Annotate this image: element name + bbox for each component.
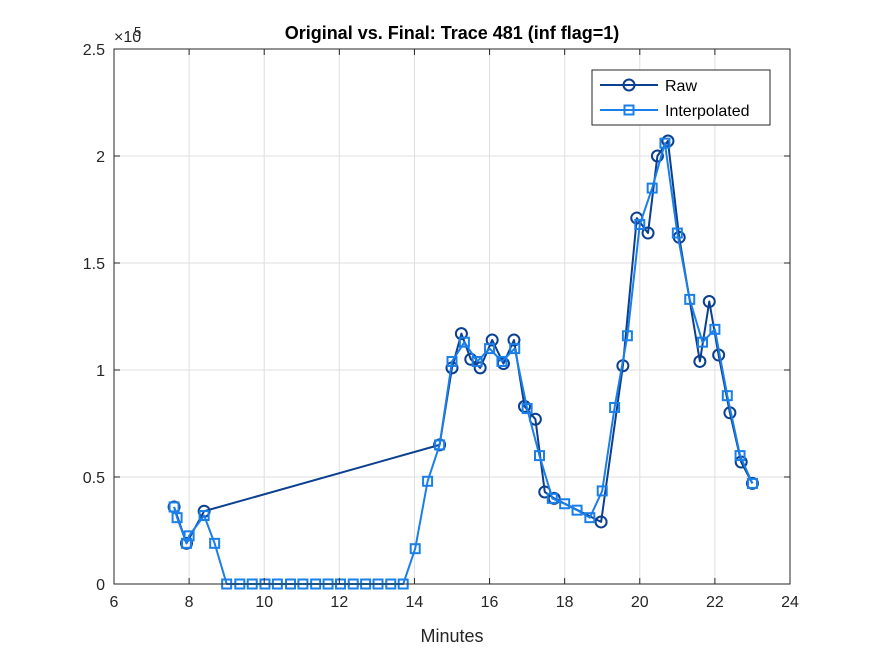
x-tick-label: 8 — [185, 594, 194, 611]
y-tick-label: 0.5 — [83, 470, 105, 487]
data-point-raw — [641, 226, 655, 240]
chart-title: Original vs. Final: Trace 481 (inf flag=… — [285, 23, 620, 43]
data-point-interpolated — [596, 485, 608, 497]
y-exponent-power: 5 — [134, 24, 141, 39]
legend-marker-interpolated — [623, 104, 635, 116]
data-point-interpolated — [209, 537, 221, 549]
data-point-raw — [594, 515, 608, 529]
data-point-interpolated — [559, 498, 571, 510]
legend: Raw Interpolated — [591, 69, 771, 126]
data-point-interpolated — [446, 355, 458, 367]
data-point-raw — [473, 361, 487, 375]
data-point-interpolated — [609, 401, 621, 413]
data-point-interpolated — [696, 336, 708, 348]
data-point-interpolated — [521, 403, 533, 415]
data-point-interpolated — [171, 512, 183, 524]
ticks — [113, 48, 791, 585]
data-point-raw — [454, 327, 468, 341]
data-point-interpolated — [621, 330, 633, 342]
legend-label-interpolated: Interpolated — [665, 103, 750, 120]
data-point-interpolated — [422, 475, 434, 487]
x-tick-label: 22 — [706, 594, 724, 611]
x-tick-label: 24 — [781, 594, 799, 611]
y-tick-label: 2.5 — [83, 42, 105, 59]
data-point-interpolated — [584, 512, 596, 524]
x-axis-label: Minutes — [420, 626, 483, 646]
data-point-interpolated — [671, 227, 683, 239]
data-point-interpolated — [458, 336, 470, 348]
data-point-interpolated — [634, 218, 646, 230]
data-point-interpolated — [168, 501, 180, 513]
data-point-interpolated — [659, 137, 671, 149]
data-point-interpolated — [484, 343, 496, 355]
data-point-raw — [507, 333, 521, 347]
x-tick-label: 12 — [330, 594, 348, 611]
y-tick-label: 0 — [96, 577, 105, 594]
legend-box — [591, 69, 771, 126]
data-point-interpolated — [409, 543, 421, 555]
axes-background — [114, 49, 790, 584]
data-point-interpolated — [198, 510, 210, 522]
x-tick-label: 20 — [631, 594, 649, 611]
data-point-interpolated — [684, 293, 696, 305]
data-point-interpolated — [471, 355, 483, 367]
data-point-interpolated — [646, 182, 658, 194]
y-tick-label: 1 — [96, 363, 105, 380]
data-point-interpolated — [509, 343, 521, 355]
x-tick-label: 18 — [556, 594, 574, 611]
data-point-interpolated — [721, 390, 733, 402]
legend-marker-raw — [622, 78, 636, 92]
data-point-interpolated — [180, 537, 192, 549]
data-point-interpolated — [496, 355, 508, 367]
data-point-raw — [485, 333, 499, 347]
y-exponent-base: ×10 — [114, 29, 141, 46]
data-point-interpolated — [571, 504, 583, 516]
data-point-interpolated — [546, 492, 558, 504]
data-point-raw — [650, 149, 664, 163]
y-tick-label: 2 — [96, 149, 105, 166]
data-point-interpolated — [434, 439, 446, 451]
data-point-interpolated — [534, 450, 546, 462]
data-point-interpolated — [734, 450, 746, 462]
x-tick-label: 14 — [406, 594, 424, 611]
x-tick-label: 10 — [255, 594, 273, 611]
axes-box — [113, 48, 791, 585]
tick-labels: 6 8 10 12 14 16 18 20 22 24 0 0.5 1 1.5 2 2.5 — [83, 42, 799, 611]
data-point-interpolated — [183, 530, 195, 542]
data-point-raw — [693, 354, 707, 368]
data-point-interpolated — [709, 323, 721, 335]
x-tick-label: 16 — [481, 594, 499, 611]
data-point-raw — [702, 295, 716, 309]
x-tick-label: 6 — [110, 594, 119, 611]
data-point-raw — [661, 134, 675, 148]
y-tick-label: 1.5 — [83, 256, 105, 273]
legend-label-raw: Raw — [665, 78, 697, 95]
data-point-raw — [517, 399, 531, 413]
data-point-interpolated — [746, 477, 758, 489]
